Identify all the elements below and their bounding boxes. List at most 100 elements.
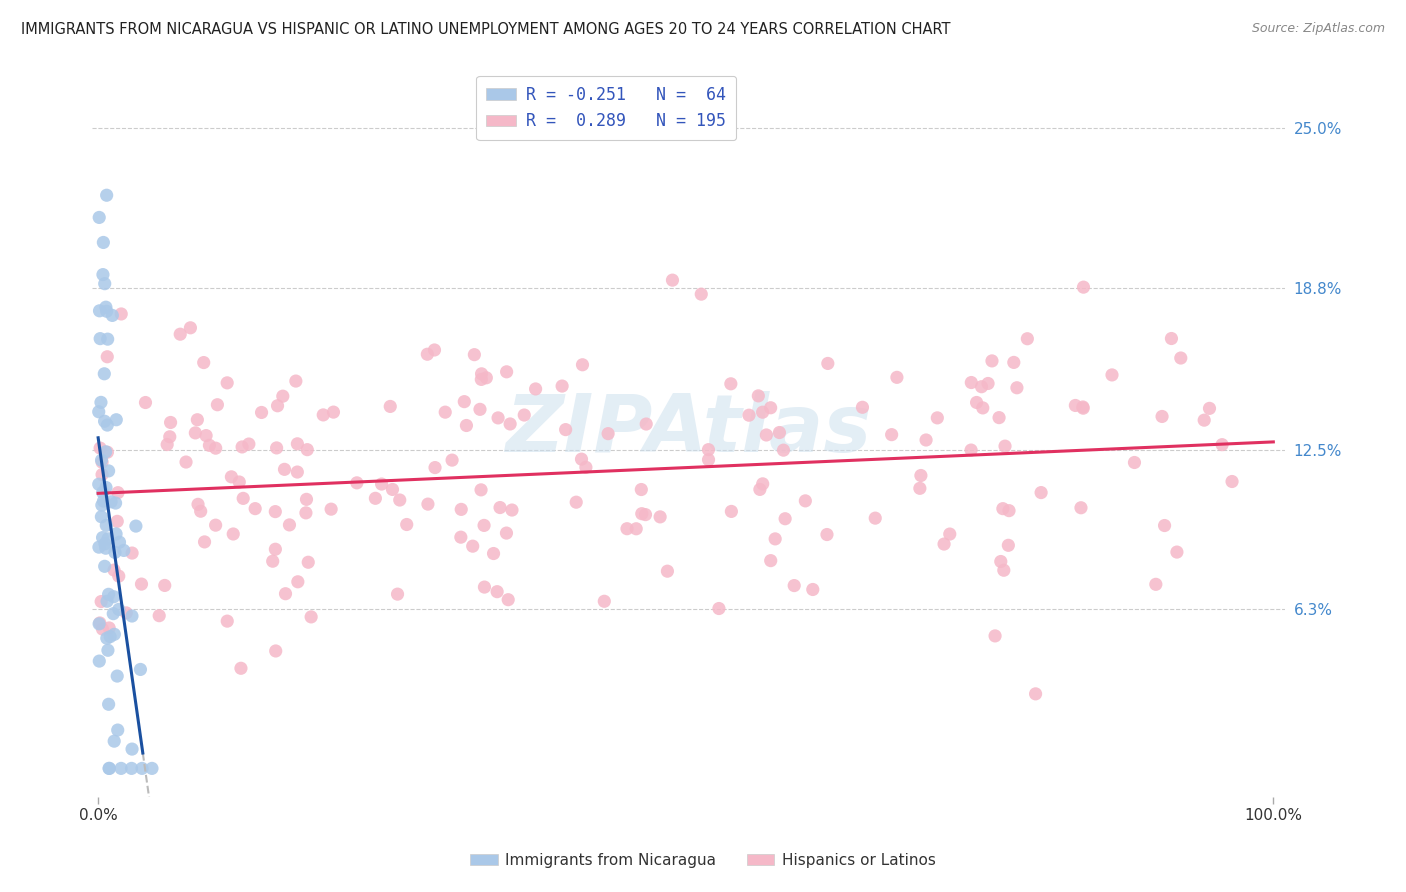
Point [90,498,112,512]
Point [470,372,492,386]
Point [103,607,125,621]
Point [441,453,464,467]
Point [101,309,124,323]
Point [970,380,993,394]
Point [720,376,742,391]
Point [89,303,111,318]
Point [1073,280,1095,294]
Point [966,395,988,409]
Point [107,723,129,737]
Text: IMMIGRANTS FROM NICARAGUA VS HISPANIC OR LATINO UNEMPLOYMENT AMONG AGES 20 TO 24: IMMIGRANTS FROM NICARAGUA VS HISPANIC OR… [21,22,950,37]
Point [370,477,392,491]
Point [131,761,153,775]
Point [299,610,322,624]
Point [1071,401,1094,416]
Point [91,531,114,545]
Point [97,464,120,478]
Point [297,442,319,457]
Point [184,425,207,440]
Point [87,477,110,491]
Point [266,441,288,455]
Point [495,365,517,379]
Point [1101,368,1123,382]
Point [707,601,730,615]
Point [817,356,839,370]
Point [322,405,344,419]
Point [107,602,129,616]
Text: Source: ZipAtlas.com: Source: ZipAtlas.com [1251,22,1385,36]
Point [321,502,343,516]
Point [105,669,128,683]
Point [96,594,118,608]
Point [524,382,547,396]
Point [1064,399,1087,413]
Point [998,503,1021,517]
Point [1029,485,1052,500]
Point [697,452,720,467]
Point [554,423,576,437]
Point [131,577,153,591]
Point [908,481,931,495]
Point [456,418,478,433]
Point [423,343,446,357]
Point [1170,351,1192,365]
Point [97,532,120,546]
Point [156,437,179,451]
Point [91,622,114,636]
Point [153,578,176,592]
Point [103,734,125,748]
Point [278,517,301,532]
Point [751,405,773,419]
Point [461,539,484,553]
Point [387,587,409,601]
Point [91,467,114,482]
Point [880,427,903,442]
Point [87,405,110,419]
Point [243,501,266,516]
Point [295,506,318,520]
Point [1192,413,1215,427]
Point [97,587,120,601]
Point [98,621,121,635]
Point [232,491,254,506]
Point [991,501,1014,516]
Point [380,400,402,414]
Point [501,503,523,517]
Point [759,401,782,415]
Point [990,554,1012,568]
Point [105,527,128,541]
Point [471,367,494,381]
Point [815,527,838,541]
Point [388,493,411,508]
Point [513,408,536,422]
Point [690,287,713,301]
Point [593,594,616,608]
Point [416,497,439,511]
Point [121,609,143,624]
Point [472,518,495,533]
Point [93,367,115,381]
Point [650,509,672,524]
Legend: R = -0.251   N =  64, R =  0.289   N = 195: R = -0.251 N = 64, R = 0.289 N = 195 [477,76,737,140]
Point [634,508,657,522]
Point [450,502,472,516]
Point [87,616,110,631]
Point [312,408,335,422]
Point [89,654,111,668]
Point [1198,401,1220,416]
Point [720,504,742,518]
Point [193,355,215,369]
Point [179,320,201,334]
Point [221,470,243,484]
Point [763,532,786,546]
Point [94,541,117,556]
Point [984,629,1007,643]
Point [748,483,770,497]
Point [222,527,245,541]
Point [98,761,121,775]
Point [475,371,498,385]
Point [129,662,152,676]
Legend: Immigrants from Nicaragua, Hispanics or Latinos: Immigrants from Nicaragua, Hispanics or … [464,847,942,873]
Point [228,475,250,489]
Point [217,376,239,390]
